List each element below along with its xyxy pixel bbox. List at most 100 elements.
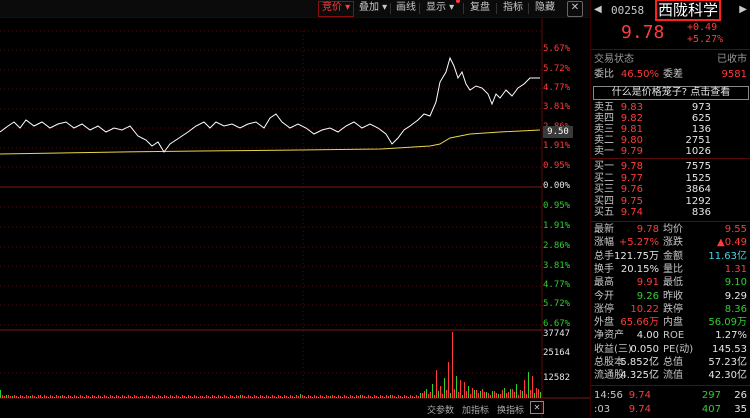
volume-bar [336,397,337,398]
tab-add-indicator[interactable]: 加指标 [462,406,490,416]
toolbar-hide-label: 隐藏 [535,2,555,13]
stat-row: 净资产 4.00 ROE 1.27% [591,330,750,342]
volume-bar [266,395,267,398]
volume-bar [186,397,187,398]
volume-bar [28,396,29,398]
volume-bar [318,397,319,398]
tab-params[interactable]: 交参数 [427,406,455,416]
tick-time: 14:56 [594,390,623,401]
toolbar-display-button[interactable]: 显示 ▾ [423,0,461,15]
bid-level-price: 9.74 [620,207,643,218]
volume-bar [526,394,527,398]
volume-bar [500,394,501,398]
volume-bar [138,397,139,398]
volume-bar [80,395,81,398]
toolbar-divider [419,3,420,14]
volume-bar [20,395,21,398]
volume-bar [192,397,193,398]
ask-level-price: 9.81 [620,124,643,135]
volume-bar [22,396,23,398]
volume-bar [118,396,119,398]
volume-bar [24,397,25,398]
bid-level-label: 买三 [594,184,614,195]
price-axis-label: 5.72% [543,299,571,309]
ask-level-price: 9.79 [620,146,643,157]
tab-switch-indicator[interactable]: 换指标 [497,406,525,416]
volume-bar [540,392,541,398]
volume-bar [110,395,111,398]
price-cage-help-link[interactable]: 什么是价格笼子? 点击查看 [593,86,749,100]
volume-bar [234,397,235,398]
volume-bar [56,395,57,398]
stat-value: +5.27% [618,237,659,249]
bid-level-label: 买五 [594,207,614,218]
bid-level-label: 买二 [594,172,614,184]
volume-bar [64,396,65,398]
volume-bar [292,396,293,398]
volume-bar [496,393,497,398]
toolbar-overlay-button[interactable]: 叠加 ▾ [356,1,390,15]
next-stock-icon[interactable]: ▶ [739,4,747,15]
close-icon[interactable]: ✕ [530,401,544,414]
volume-bar [504,388,505,398]
volume-bar [196,396,197,398]
volume-bar [506,393,507,398]
volume-bar [92,395,93,398]
volume-bar [340,396,341,398]
volume-bar [264,397,265,398]
last-price: 9.78 [621,22,665,43]
volume-bar [434,395,435,398]
volume-bar [188,395,189,398]
volume-bar [406,396,407,398]
volume-bar [204,397,205,398]
divider [591,221,750,222]
toolbar-display-label: 显示 [426,2,446,13]
volume-bar [402,397,403,398]
volume-bar [126,397,127,398]
toolbar-divider [463,3,464,14]
volume-bar [114,397,115,398]
volume-bar [30,396,31,398]
toolbar-review-button[interactable]: 复盘 [467,1,493,15]
volume-bar [78,397,79,398]
volume-bar [202,396,203,398]
ask-level-label: 卖三 [594,124,614,135]
ask-level-row: 卖五 9.83 973 [591,102,750,114]
volume-bar [472,388,473,398]
price-change-pct: +5.27% [687,34,724,45]
close-icon[interactable]: ✕ [567,1,583,17]
toolbar-indicator-button[interactable]: 指标 [500,1,526,15]
volume-bar [278,395,279,398]
volume-bar [346,396,347,398]
volume-bar [230,395,231,398]
prev-stock-icon[interactable]: ◀ [594,4,602,15]
volume-bar [226,396,227,398]
volume-bar [236,395,237,398]
stat-label: 最低 [663,277,683,289]
volume-bar [46,396,47,398]
volume-bar [372,397,373,398]
volume-bar [302,395,303,398]
volume-bar [198,397,199,398]
volume-bar [392,395,393,398]
volume-bar [418,396,419,398]
ask-level-row: 卖二 9.80 2751 [591,135,750,147]
volume-bar [298,396,299,398]
toolbar-divider [353,3,354,14]
toolbar-hide-button[interactable]: 隐藏 [532,1,558,15]
volume-bar [12,396,13,398]
volume-bar [320,395,321,398]
volume-bar [66,397,67,398]
price-line [0,56,540,153]
toolbar-bidding-button[interactable]: 竞价 ▾ [318,1,355,17]
toolbar-draw-line-button[interactable]: 画线 [393,1,419,15]
volume-bar [190,396,191,398]
volume-bar [128,395,129,398]
stat-row: 总手 121.75万 金额 11.63亿 [591,251,750,263]
volume-bar [528,372,529,398]
volume-bar [482,389,483,398]
price-axis-label: 3.81% [543,261,571,271]
volume-bar [524,380,525,398]
volume-bar [18,397,19,398]
volume-bar [168,397,169,398]
